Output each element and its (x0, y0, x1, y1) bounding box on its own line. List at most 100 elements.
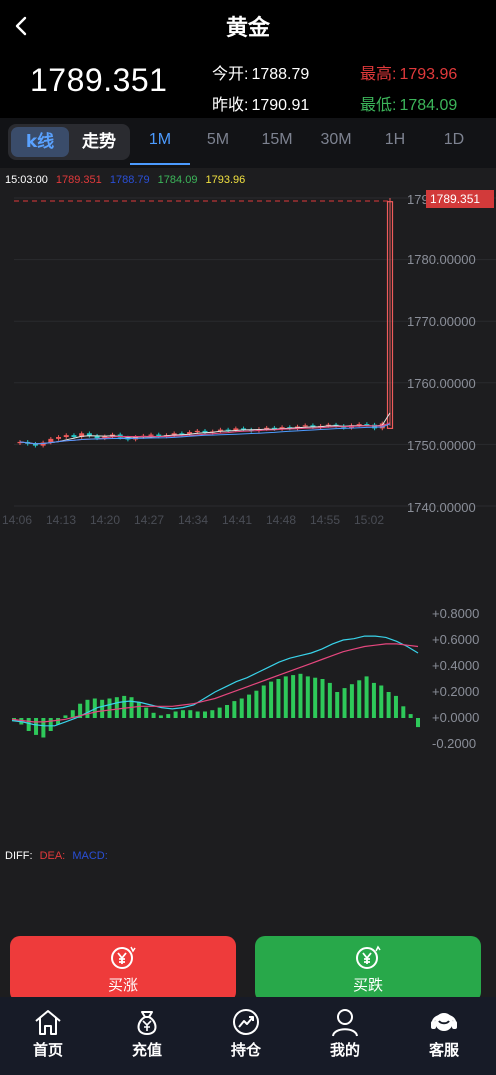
candle (194, 430, 200, 433)
home-icon (35, 1010, 61, 1035)
trend-chart-icon (233, 1009, 259, 1035)
macd-bar (371, 682, 376, 718)
macd-bar (63, 715, 68, 718)
yen-coin-icon (111, 946, 136, 969)
buy-up-button[interactable]: 买涨 (10, 936, 236, 1002)
macd-bar (386, 692, 391, 718)
ohlc-close: 1788.79 (109, 174, 150, 186)
macd-bar (313, 677, 318, 718)
candle (148, 434, 154, 436)
low-stat: 最低: 1784.09 (360, 91, 457, 115)
macd-bar (269, 681, 274, 718)
tab-interval-15m[interactable]: 15M (261, 131, 293, 148)
macd-bar (48, 718, 53, 731)
tab-interval-1m[interactable]: 1M (148, 131, 172, 148)
price-axis: 1790.00000 1780.00000 1770.00000 1760.00… (407, 192, 476, 515)
macd-bar (416, 718, 420, 728)
candle (202, 430, 208, 433)
nav-item-service[interactable]: 客服 (404, 1007, 484, 1060)
prev-close-value: 1790.91 (251, 97, 310, 114)
macd-bar (261, 685, 266, 718)
macd-bar (151, 712, 156, 718)
candle (102, 436, 108, 439)
macd-bar (114, 697, 119, 718)
macd-tick: +0.2000 (432, 684, 479, 699)
macd-bar (217, 707, 222, 718)
price-tick: 1780.00000 (407, 252, 476, 267)
kline-chart[interactable]: 1790.00000 1780.00000 1770.00000 1760.00… (0, 168, 496, 930)
nav-item-home[interactable]: 首页 (8, 1007, 88, 1060)
page-title: 黄金 (225, 16, 270, 41)
candle (271, 427, 277, 429)
tab-interval-5m[interactable]: 5M (206, 131, 230, 148)
back-button[interactable] (6, 8, 36, 44)
nav-item-mine[interactable]: 我的 (305, 1007, 385, 1060)
candle (86, 433, 92, 436)
macd-bar (320, 679, 325, 718)
macd-bar (122, 695, 127, 718)
macd-bar (364, 676, 369, 718)
time-tick: 15:02 (354, 513, 384, 527)
money-bag-icon (137, 1011, 157, 1036)
macd-bar (100, 699, 105, 718)
macd-bar (107, 698, 112, 718)
buy-down-button[interactable]: 买跌 (255, 936, 481, 1002)
candle (233, 428, 239, 431)
tab-interval-1h[interactable]: 1H (384, 131, 406, 148)
macd-bar (166, 714, 171, 718)
chevron-left-icon (15, 16, 27, 36)
active-tab-indicator (130, 163, 190, 165)
candle (248, 429, 254, 431)
macd-legend: DIFF: DEA: MACD: (5, 850, 112, 862)
yen-coin-icon (356, 945, 381, 969)
current-price-tag (426, 190, 494, 208)
candle (40, 442, 46, 446)
candle (171, 433, 177, 436)
tab-trend[interactable]: 走势 (82, 132, 116, 152)
time-tick: 14:06 (2, 513, 32, 527)
macd-tick: +0.8000 (432, 606, 479, 621)
candle (94, 435, 100, 439)
macd-bar (34, 718, 39, 735)
headset-icon (431, 1013, 457, 1031)
tab-interval-1d[interactable]: 1D (443, 131, 465, 148)
macd-bar (291, 675, 296, 718)
candle (356, 424, 362, 426)
nav-label: 首页 (32, 1041, 63, 1059)
nav-item-positions[interactable]: 持仓 (206, 1007, 286, 1060)
candle (310, 425, 316, 428)
candle (56, 437, 62, 439)
macd-bar (225, 705, 230, 718)
macd-bar (85, 699, 90, 718)
time-tick: 14:55 (310, 513, 340, 527)
macd-bar (136, 702, 141, 718)
chart-area[interactable]: 15:03:00 1789.351 1788.79 1784.09 1793.9… (0, 168, 496, 930)
candle (187, 432, 193, 435)
candle (225, 429, 231, 431)
open-stat: 今开: 1788.79 (212, 60, 309, 84)
macd-bar (158, 715, 163, 718)
nav-item-recharge[interactable]: 充值 (107, 1007, 187, 1060)
ma-line (19, 423, 391, 445)
macd-bar (247, 694, 252, 718)
tab-interval-30m[interactable]: 30M (320, 131, 352, 148)
macd-bar (144, 707, 149, 718)
open-value: 1788.79 (251, 66, 310, 83)
macd-bar (393, 695, 398, 718)
dea-line (11, 643, 419, 723)
time-tick: 14:41 (222, 513, 252, 527)
macd-bar (180, 710, 185, 718)
prev-close-label: 昨收: (212, 97, 249, 114)
macd-bar (195, 711, 200, 718)
macd-tick: +0.6000 (432, 632, 479, 647)
time-tick: 14:27 (134, 513, 164, 527)
current-price: 1789.351 (30, 62, 168, 98)
tab-kline[interactable]: k线 (11, 127, 69, 157)
high-value: 1793.96 (399, 66, 458, 83)
candle (325, 424, 331, 426)
macd-bar (379, 685, 384, 718)
candle (241, 428, 247, 430)
macd-bar (202, 711, 207, 718)
buy-up-label: 买涨 (107, 975, 138, 994)
candle (364, 424, 370, 426)
